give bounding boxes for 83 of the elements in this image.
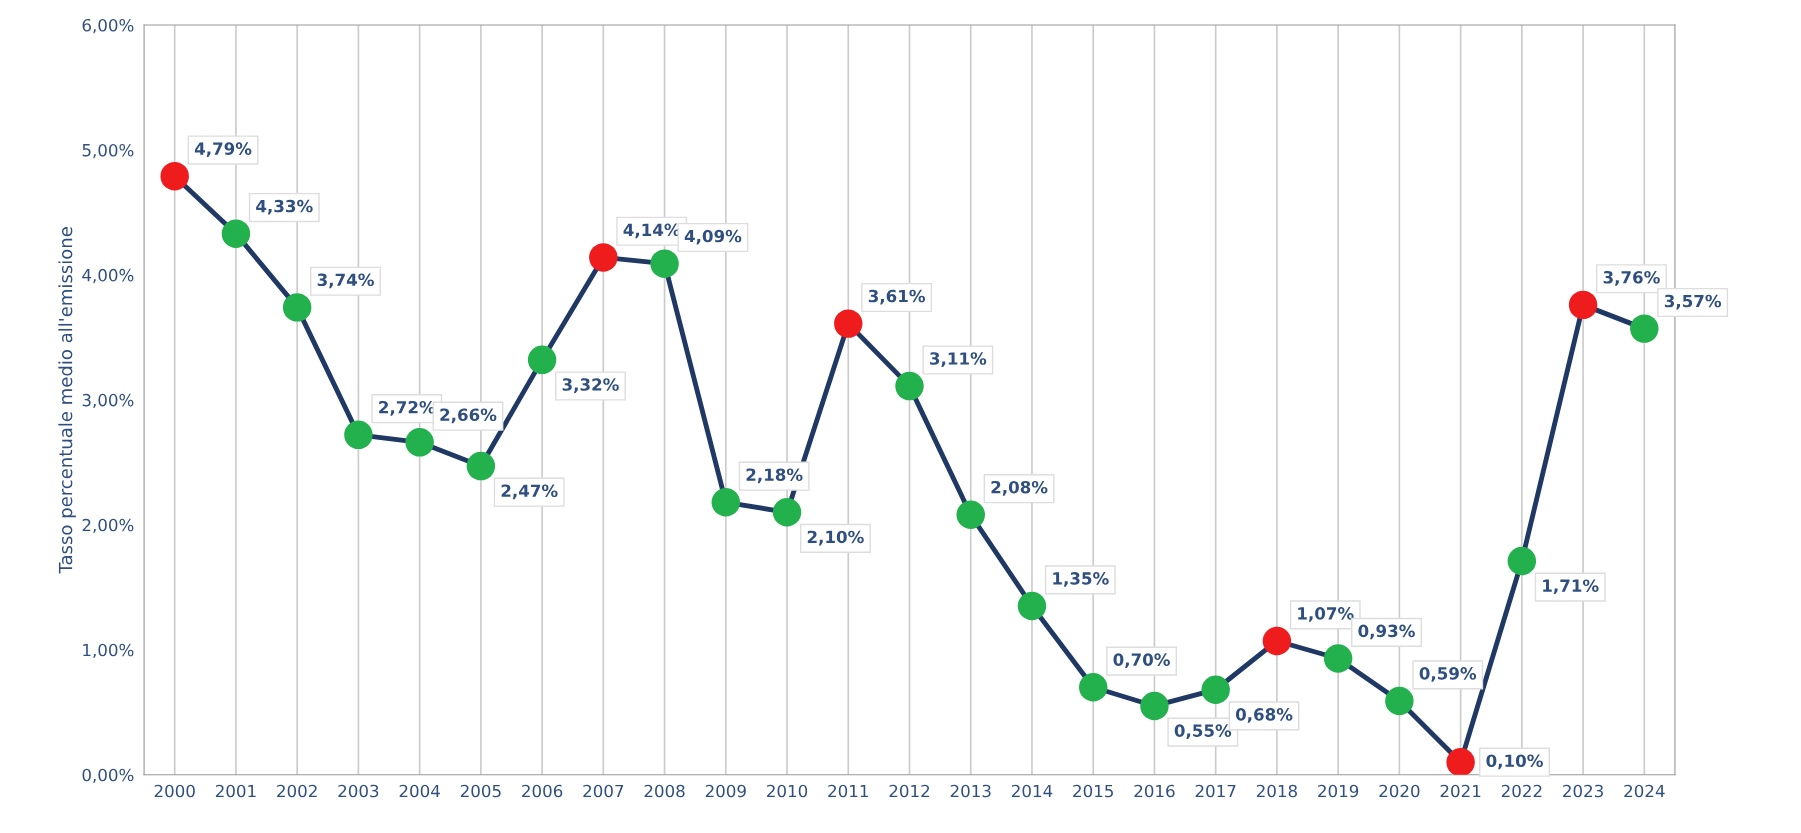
data-label: 2,72% — [379, 400, 436, 416]
x-tick-label: 2023 — [1563, 784, 1603, 798]
x-tick-label: 2010 — [767, 784, 808, 798]
data-label: 2,47% — [501, 484, 558, 500]
x-tick-label: 2003 — [338, 784, 379, 798]
point — [1568, 290, 1598, 320]
data-label: 4,14% — [623, 223, 681, 239]
point — [344, 420, 373, 450]
point — [527, 345, 557, 375]
data-label: 2,08% — [991, 480, 1048, 496]
data-label: 3,11% — [930, 352, 987, 367]
point — [956, 500, 985, 530]
point — [834, 309, 863, 338]
x-tick-label: 2019 — [1318, 784, 1359, 798]
x-tick-label: 2020 — [1379, 784, 1420, 798]
data-label: 1,71% — [1543, 579, 1599, 595]
point — [1078, 672, 1108, 702]
point — [405, 428, 434, 457]
data-label: 0,68% — [1235, 708, 1293, 723]
data-label: 0,59% — [1419, 667, 1477, 682]
y-axis-title: Tasso percentuale medio all'emissione — [58, 227, 76, 574]
point — [160, 161, 189, 191]
data-label: 3,57% — [1664, 294, 1722, 310]
point — [1323, 644, 1353, 673]
x-tick-label: 2016 — [1134, 784, 1175, 798]
point — [1446, 747, 1475, 775]
x-tick-label: 2012 — [889, 784, 930, 798]
point — [1630, 314, 1659, 343]
point — [282, 293, 312, 322]
data-label: 0,93% — [1358, 624, 1415, 640]
point — [1262, 626, 1292, 656]
x-tick-label: 2002 — [277, 784, 317, 798]
y-tick-label: 4,00% — [82, 268, 134, 284]
point — [1385, 686, 1414, 716]
x-tick-label: 2021 — [1440, 784, 1481, 798]
y-tick-label: 2,00% — [82, 518, 134, 534]
x-tick-label: 2005 — [460, 784, 501, 798]
x-tick-label: 2006 — [522, 784, 563, 798]
point — [895, 371, 924, 401]
point — [1507, 546, 1537, 576]
x-tick-label: 2008 — [644, 784, 685, 798]
x-tick-label: 2011 — [828, 784, 868, 798]
data-label: 0,10% — [1486, 754, 1543, 770]
point — [466, 451, 496, 481]
y-tick-label: 1,00% — [83, 643, 134, 659]
data-label: 4,33% — [256, 199, 313, 215]
point — [221, 219, 251, 248]
data-label: 3,61% — [868, 289, 926, 305]
y-tick-label: 0,00% — [82, 768, 134, 783]
point — [650, 249, 679, 278]
point — [1017, 591, 1047, 621]
point — [1140, 691, 1169, 721]
data-label: 0,55% — [1174, 724, 1232, 740]
point — [1201, 675, 1230, 704]
data-label: 1,35% — [1053, 572, 1109, 587]
data-label: 2,66% — [440, 408, 497, 424]
x-tick-label: 2015 — [1073, 784, 1113, 798]
data-label: 4,09% — [684, 229, 742, 245]
data-label: 3,76% — [1603, 270, 1660, 286]
x-tick-label: 2024 — [1624, 784, 1665, 798]
point — [589, 243, 618, 272]
x-tick-label: 2014 — [1011, 784, 1053, 798]
y-tick-label: 6,00% — [82, 18, 134, 34]
x-tick-label: 2000 — [154, 784, 195, 798]
point — [772, 498, 802, 527]
point — [711, 488, 741, 517]
x-tick-label: 2009 — [705, 784, 746, 798]
data-label: 3,74% — [317, 273, 374, 289]
x-tick-label: 2017 — [1195, 784, 1236, 798]
data-label: 3,32% — [562, 378, 619, 393]
x-tick-label: 2018 — [1256, 784, 1297, 798]
x-tick-label: 2007 — [583, 784, 624, 798]
data-label: 0,70% — [1113, 653, 1170, 669]
x-tick-label: 2013 — [950, 784, 991, 798]
data-label: 4,79% — [194, 142, 252, 158]
x-tick-label: 2001 — [215, 784, 256, 798]
x-tick-label: 2022 — [1501, 784, 1542, 798]
data-label: 2,10% — [807, 530, 864, 546]
y-tick-label: 5,00% — [82, 143, 134, 159]
data-label: 1,07% — [1298, 607, 1354, 622]
y-tick-label: 3,00% — [82, 393, 134, 409]
data-label: 2,18% — [746, 468, 803, 484]
x-tick-label: 2004 — [399, 784, 440, 798]
